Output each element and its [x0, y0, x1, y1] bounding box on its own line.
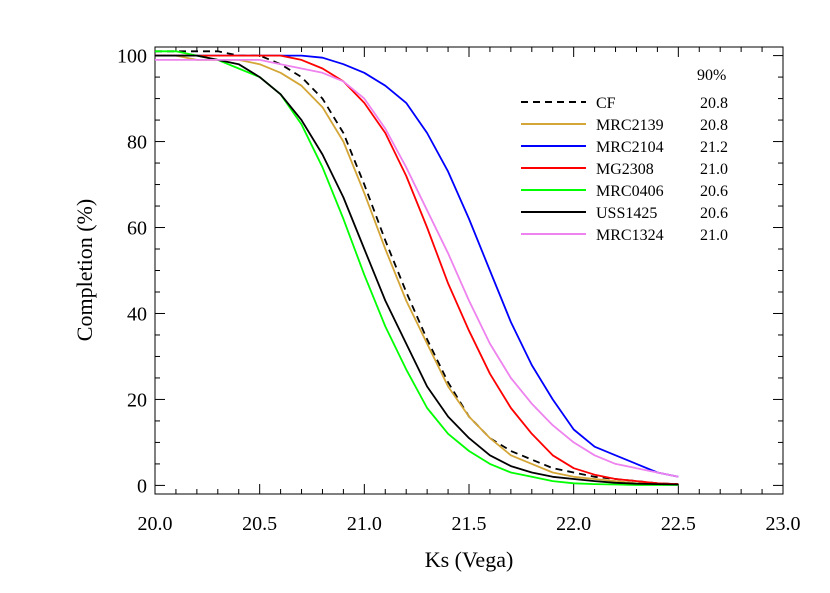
y-tick-label: 100	[117, 46, 147, 68]
series-line-uss1425	[155, 54, 679, 486]
legend-value-mrc2139: 20.8	[700, 117, 728, 134]
tick-labels: 20.0 20.5 21.0 21.5 22.0 22.5 23.0 0 20 40 60 80 100	[117, 46, 801, 535]
x-tick-label: 22.0	[556, 513, 591, 535]
legend-value-mrc2104: 21.2	[700, 139, 728, 156]
legend-value-mg2308: 21.0	[700, 161, 728, 178]
legend-label-mg2308: MG2308	[596, 161, 654, 178]
legend-value-mrc1324: 21.0	[700, 227, 728, 244]
y-axis-label: Completion (%)	[72, 199, 97, 341]
x-axis-label: Ks (Vega)	[425, 547, 514, 572]
y-tick-label: 40	[127, 303, 147, 325]
legend-label-uss1425: USS1425	[596, 205, 657, 222]
series-line-mrc1324	[155, 59, 679, 478]
y-tick-label: 80	[127, 132, 147, 154]
x-tick-label: 20.0	[138, 513, 173, 535]
legend-label-mrc0406: MRC0406	[596, 183, 664, 200]
x-tick-label: 20.5	[242, 513, 277, 535]
legend-value-cf: 20.8	[700, 95, 728, 112]
series-line-mrc0406	[155, 50, 679, 486]
x-tick-label: 22.5	[661, 513, 696, 535]
x-tick-label: 21.5	[452, 513, 487, 535]
tick-marks	[154, 47, 784, 494]
legend: 90% CF 20.8 MRC2139 20.8 MRC2104 21.2 MG2308 21…	[521, 67, 728, 244]
legend-value-uss1425: 20.6	[700, 205, 728, 222]
x-tick-label: 23.0	[766, 513, 801, 535]
series-line-mg2308	[155, 54, 679, 485]
y-tick-label: 20	[127, 389, 147, 411]
series-lines	[155, 50, 679, 486]
legend-label-mrc2139: MRC2139	[596, 117, 664, 134]
y-tick-label: 0	[137, 475, 147, 497]
y-tick-label: 60	[127, 218, 147, 240]
legend-value-mrc0406: 20.6	[700, 183, 728, 200]
legend-label-mrc1324: MRC1324	[596, 227, 664, 244]
legend-label-cf: CF	[596, 95, 616, 112]
legend-header: 90%	[697, 67, 726, 84]
plot-frame	[154, 46, 784, 495]
x-tick-label: 21.0	[347, 513, 382, 535]
legend-label-mrc2104: MRC2104	[596, 139, 664, 156]
